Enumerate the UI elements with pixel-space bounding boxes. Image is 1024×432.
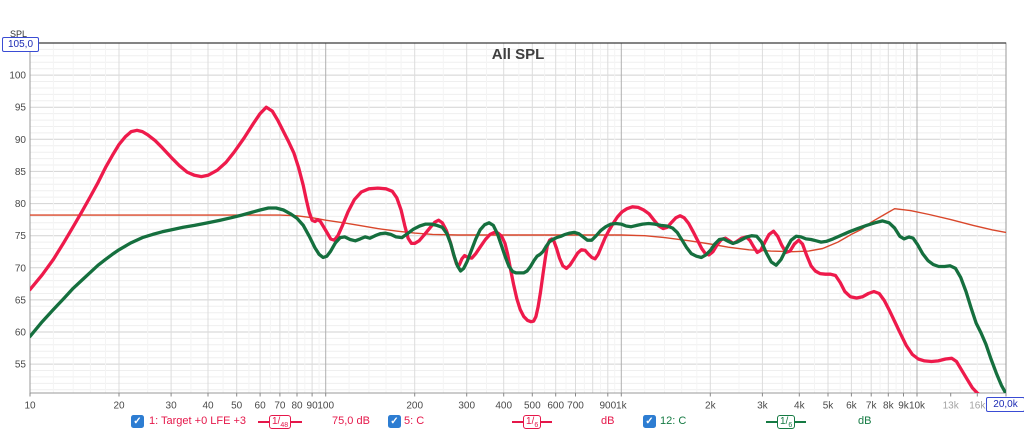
x-tick-label: 20 [113,401,125,412]
y-tick-label: 70 [15,263,27,274]
x-axis-max-box[interactable]: 20,0k [986,397,1024,412]
trace-line-icon [795,420,807,423]
smoothing-badge-5c: 1/6 [523,414,542,429]
trace-style-12c: 1/6 [766,414,807,429]
y-tick-label: 100 [9,71,26,82]
legend-checkbox-12c[interactable]: ✓ [643,415,656,428]
trace-line-icon [541,420,553,423]
x-tick-label: 400 [495,401,512,412]
trace-line-icon [258,420,269,423]
y-axis-name: SPL [10,29,28,39]
x-tick-label: 40 [202,401,214,412]
legend-value-12c: dB [858,415,872,427]
legend-label-target[interactable]: 1: Target +0 LFE +3 [149,415,247,427]
x-tick-label: 900 [599,401,616,412]
trace-line-icon [512,420,523,423]
y-tick-label: 60 [15,328,27,339]
y-tick-label: 65 [15,295,27,306]
x-tick-label: 500 [524,401,541,412]
x-tick-label: 5k [823,401,835,412]
smoothing-denominator: 6 [788,421,793,429]
x-tick-label: 7k [866,401,878,412]
y-tick-label: 80 [15,199,27,210]
smoothing-denominator: 48 [280,421,289,429]
x-tick-label: 700 [567,401,584,412]
x-tick-label: 10 [24,401,36,412]
smoothing-denominator: 6 [534,421,539,429]
x-tick-label: 8k [883,401,895,412]
x-tick-label: 80 [291,401,303,412]
legend-value-target: 75,0 dB [332,415,370,427]
smoothing-numerator: 1/ [526,415,535,427]
x-tick-label: 50 [231,401,243,412]
x-tick-label: 300 [458,401,475,412]
legend-value-5c: dB [601,415,615,427]
x-tick-label: 90 [307,401,319,412]
x-tick-label: 10k [909,401,926,412]
legend-label-12c[interactable]: 12: C [660,415,687,427]
trace-line-icon [291,420,303,423]
x-tick-label: 9k [898,401,910,412]
legend-checkbox-target[interactable]: ✓ [131,415,144,428]
x-tick-label: 6k [846,401,858,412]
x-tick-label: 70 [274,401,286,412]
y-tick-label: 90 [15,135,27,146]
x-tick-label: 100 [317,401,334,412]
y-tick-label: 85 [15,167,27,178]
x-tick-label: 600 [547,401,564,412]
trace-style-target: 1/48 [258,414,303,429]
x-tick-label: 13k [943,401,960,412]
y-tick-label: 95 [15,103,27,114]
x-tick-label: 3k [757,401,769,412]
y-tick-label: 75 [15,231,27,242]
y-axis-max-box[interactable]: 105,0 [2,37,39,52]
legend-checkbox-5c[interactable]: ✓ [388,415,401,428]
trace-style-5c: 1/6 [512,414,553,429]
trace-curve-2 [30,206,1006,393]
x-tick-label: 16k [969,401,986,412]
trace-line-icon [766,420,777,423]
x-tick-label: 60 [255,401,267,412]
smoothing-badge-12c: 1/6 [777,414,796,429]
chart-heading: All SPL [491,46,545,63]
x-tick-label: 2k [705,401,717,412]
legend-label-5c[interactable]: 5: C [404,415,425,427]
x-tick-label: 30 [166,401,178,412]
x-tick-label: 1k [616,401,628,412]
x-tick-label: 200 [406,401,423,412]
smoothing-numerator: 1/ [780,415,789,427]
smoothing-numerator: 1/ [272,415,281,427]
smoothing-badge-target: 1/48 [269,414,292,429]
trace-curve-1 [30,105,980,393]
y-tick-label: 55 [15,360,27,371]
x-tick-label: 4k [794,401,806,412]
